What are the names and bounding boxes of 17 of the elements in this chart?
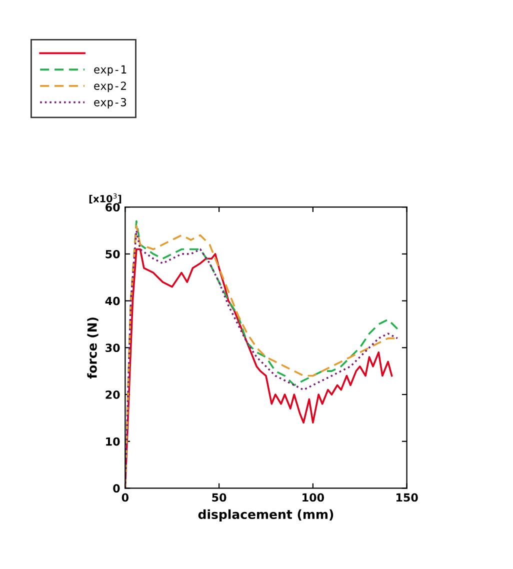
x-tick-label: 50 — [212, 493, 226, 502]
x-tick-label: 150 — [396, 493, 418, 502]
y-axis-title: force (N) — [87, 318, 98, 379]
text: [x10$^{3}$] — [89, 193, 122, 204]
y-tick-label: 10 — [106, 437, 120, 446]
x-tick-label: 100 — [302, 493, 324, 502]
legend-label: exp-3 — [94, 98, 126, 108]
y-tick-label: 60 — [106, 203, 120, 212]
y-tick-label: 0 — [113, 484, 120, 493]
x-axis-title: displacement (mm) — [198, 509, 334, 522]
y-tick-label: 40 — [105, 296, 120, 306]
legend-label: exp-1 — [94, 65, 126, 76]
y-tick-label: 20 — [106, 390, 120, 399]
legend-label: exp-2 — [94, 82, 126, 92]
x-tick-label: 0 — [122, 493, 129, 502]
y-tick-label: 50 — [106, 250, 120, 258]
y-tick-label: 30 — [106, 344, 120, 352]
